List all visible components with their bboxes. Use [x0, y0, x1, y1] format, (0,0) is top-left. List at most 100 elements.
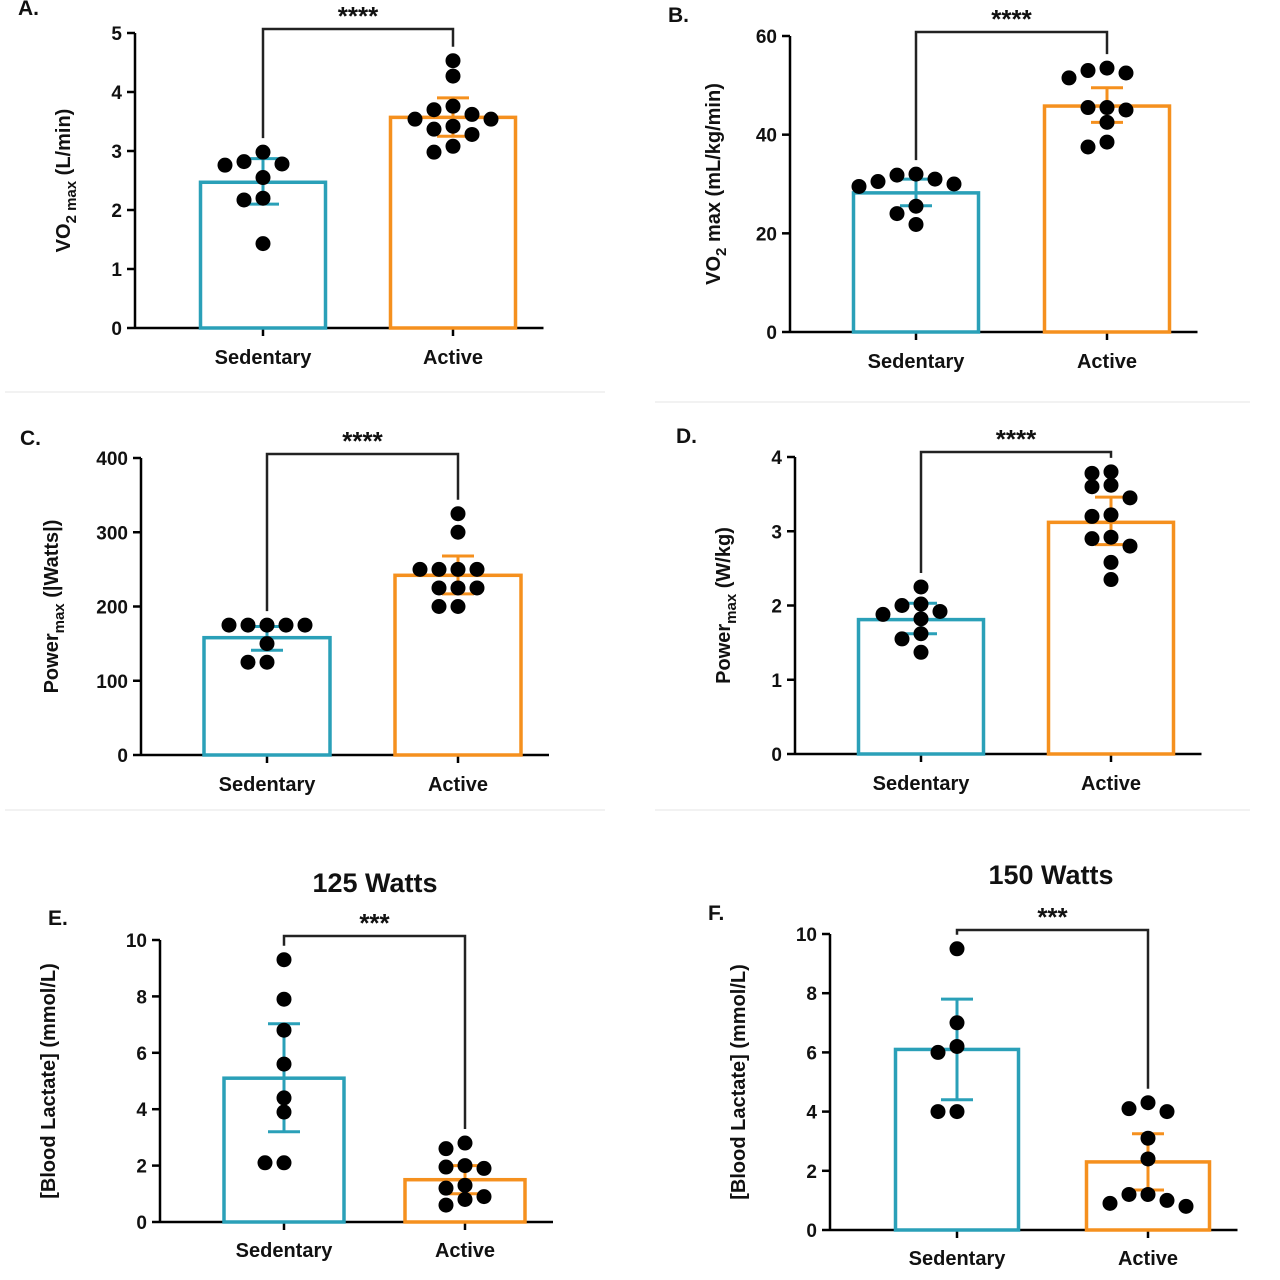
data-point	[476, 1189, 492, 1205]
y-tick-label: 3	[111, 142, 122, 163]
data-point	[276, 1022, 292, 1038]
y-tick-label: 0	[111, 319, 122, 340]
data-point	[438, 1180, 454, 1196]
data-point	[930, 1104, 946, 1120]
data-point	[908, 198, 924, 214]
panel-c: C. 0 100 200 300 400 Sedentary Active Powermax (…	[20, 426, 549, 796]
data-point	[426, 144, 442, 160]
significance-label: ****	[996, 424, 1037, 454]
data-point	[221, 617, 237, 633]
data-point	[1084, 508, 1100, 524]
data-point	[930, 1044, 946, 1060]
panel-e: E. 125 Watts 0 2 4 6 8 10 Sedentary Active [Blood …	[38, 868, 553, 1262]
y-tick-label: 400	[96, 449, 128, 470]
data-point	[949, 1015, 965, 1031]
y-tick-label: 1	[771, 671, 782, 692]
significance-bracket	[282, 934, 467, 1130]
data-point	[450, 561, 466, 577]
data-point	[257, 1155, 273, 1171]
y-tick-label: 0	[766, 323, 777, 344]
y-tick-label: 100	[96, 672, 128, 693]
data-point	[445, 138, 461, 154]
data-point	[1084, 531, 1100, 547]
panel-d: D. 0 1 2 3 4 Sedentary Active Powermax (W/kg) ***…	[676, 424, 1202, 795]
chart-title: 150 Watts	[988, 860, 1113, 890]
data-point	[276, 952, 292, 968]
data-point	[908, 166, 924, 182]
significance-label: ****	[342, 426, 383, 456]
significance-bracket	[261, 27, 455, 139]
x-tick-label: Active	[1081, 773, 1141, 795]
y-tick-label: 0	[117, 746, 128, 767]
significance-bracket	[919, 450, 1113, 573]
data-point	[255, 190, 271, 206]
data-point	[297, 617, 313, 633]
y-tick-label: 6	[136, 1044, 147, 1065]
data-point	[255, 170, 271, 186]
data-point	[1140, 1130, 1156, 1146]
data-point	[1140, 1186, 1156, 1202]
x-tick-label: Sedentary	[909, 1248, 1007, 1270]
data-point	[1099, 60, 1115, 76]
data-point	[450, 599, 466, 614]
data-point	[274, 156, 290, 172]
y-tick-label: 2	[806, 1162, 817, 1183]
panel-label: D.	[676, 425, 697, 448]
data-point	[1099, 100, 1115, 116]
data-point	[445, 118, 461, 134]
data-point	[1061, 70, 1077, 86]
data-point	[1099, 114, 1115, 130]
data-point	[913, 596, 929, 612]
significance-bracket	[914, 30, 1109, 161]
data-point	[450, 524, 466, 540]
data-point	[469, 561, 485, 577]
data-point	[426, 121, 442, 137]
data-point	[445, 68, 461, 84]
y-tick-label: 4	[806, 1103, 817, 1124]
y-axis-label: VO2 max (mL/kg/min)	[703, 83, 730, 285]
data-point	[457, 1158, 473, 1174]
y-tick-label: 0	[771, 745, 782, 766]
y-tick-label: 40	[756, 126, 777, 147]
data-point	[913, 611, 929, 627]
data-point	[276, 1104, 292, 1120]
data-point	[913, 644, 929, 660]
y-tick-label: 20	[756, 224, 777, 245]
data-point	[1102, 1195, 1118, 1211]
data-point	[1080, 100, 1096, 116]
panel-a: A. 0 1 2 3 4 5 Sedentary Active VO2 max (L/min) **…	[18, 0, 544, 369]
data-point	[276, 1090, 292, 1106]
data-point	[445, 53, 461, 69]
data-point	[949, 1038, 965, 1054]
data-point	[946, 176, 962, 192]
data-point	[464, 106, 480, 122]
data-point	[276, 1056, 292, 1072]
data-point	[457, 1191, 473, 1207]
data-point	[1118, 102, 1134, 118]
data-point	[949, 941, 965, 957]
data-point	[240, 617, 256, 633]
significance-bracket	[955, 928, 1150, 1089]
data-point	[875, 606, 891, 622]
data-point	[1159, 1104, 1175, 1120]
y-tick-label: 10	[126, 931, 147, 952]
data-point	[276, 991, 292, 1007]
data-point	[1140, 1151, 1156, 1167]
y-tick-label: 2	[771, 597, 782, 618]
data-point	[240, 654, 256, 670]
data-point	[276, 1155, 292, 1171]
data-point	[438, 1159, 454, 1175]
panel-label: C.	[20, 427, 41, 450]
data-point	[1121, 1101, 1137, 1117]
y-axis-label: [Blood Lactate] (mmol/L)	[38, 963, 60, 1199]
data-point	[464, 126, 480, 142]
data-point	[259, 654, 275, 670]
y-axis-label: [Blood Lactate] (mmol/L)	[728, 964, 750, 1200]
y-tick-label: 8	[136, 987, 147, 1008]
panel-label: A.	[18, 0, 39, 20]
data-point	[1103, 507, 1119, 523]
data-point	[431, 561, 447, 577]
data-point	[457, 1135, 473, 1151]
data-point	[1084, 465, 1100, 481]
